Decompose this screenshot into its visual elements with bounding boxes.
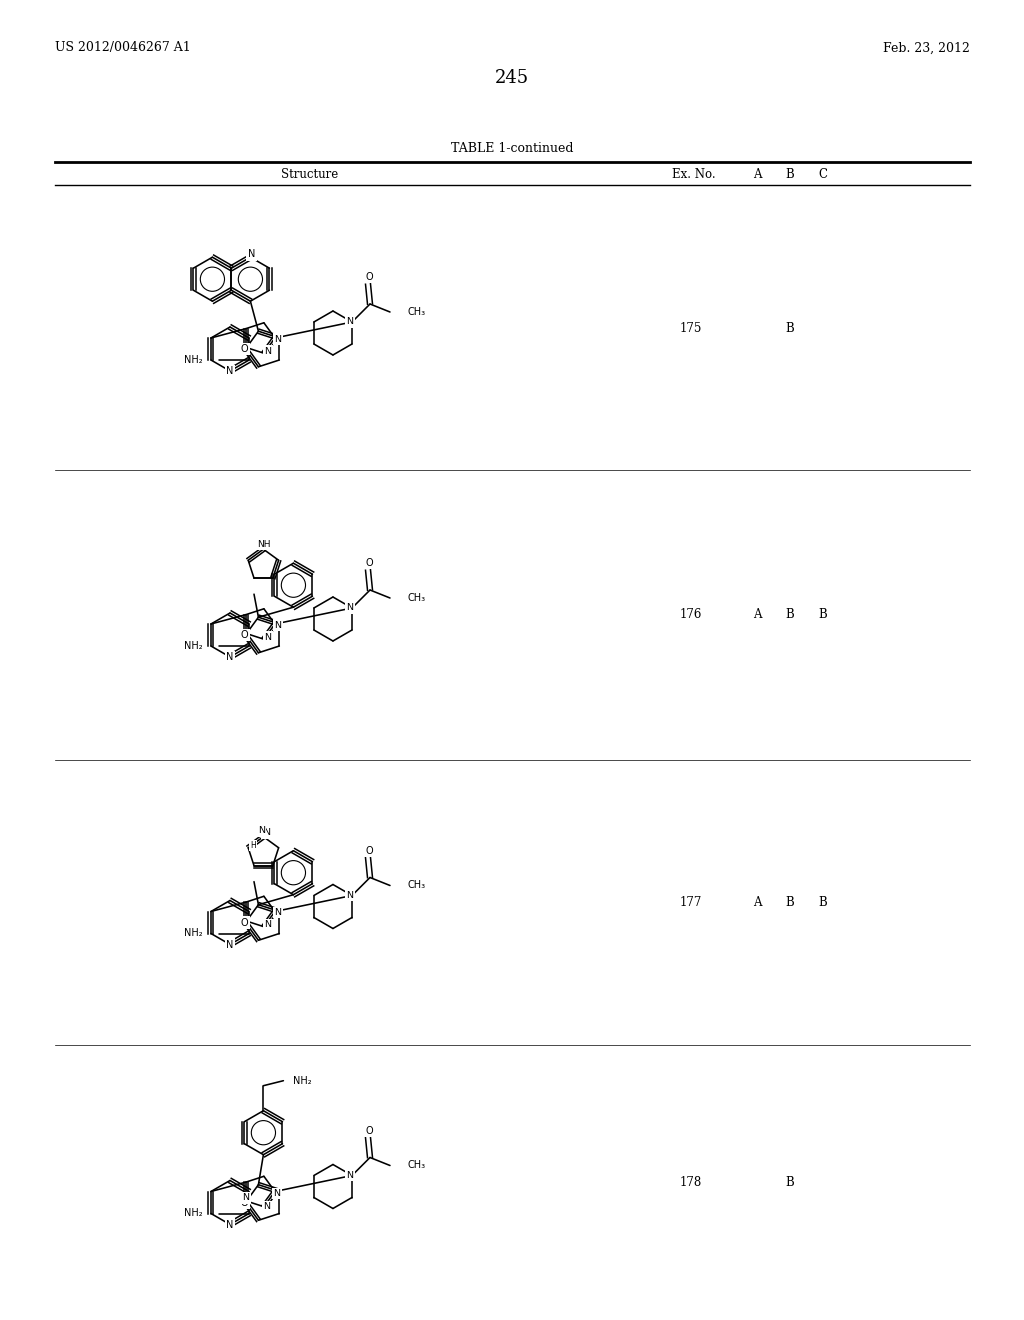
Text: CH₃: CH₃ xyxy=(408,1160,426,1171)
Text: N: N xyxy=(346,891,353,900)
Text: NH₂: NH₂ xyxy=(184,1209,203,1218)
Text: TABLE 1-continued: TABLE 1-continued xyxy=(451,141,573,154)
Text: N: N xyxy=(273,1189,281,1199)
Text: Ex. No.: Ex. No. xyxy=(672,169,716,181)
Text: N: N xyxy=(226,366,233,376)
Text: H: H xyxy=(250,841,256,850)
Text: CH₃: CH₃ xyxy=(408,593,426,603)
Text: N: N xyxy=(264,347,271,355)
Text: N: N xyxy=(346,603,353,612)
Text: NH₂: NH₂ xyxy=(294,1076,312,1086)
Text: N: N xyxy=(248,249,255,259)
Text: N: N xyxy=(346,318,353,326)
Text: US 2012/0046267 A1: US 2012/0046267 A1 xyxy=(55,41,190,54)
Text: O: O xyxy=(241,630,248,640)
Text: O: O xyxy=(366,1126,373,1135)
Text: N: N xyxy=(274,334,282,343)
Text: O: O xyxy=(241,1197,248,1208)
Text: N: N xyxy=(226,1220,233,1229)
Text: NH₂: NH₂ xyxy=(184,928,203,939)
Text: 175: 175 xyxy=(680,322,702,335)
Text: C: C xyxy=(818,169,827,181)
Text: NH₂: NH₂ xyxy=(184,355,203,366)
Text: O: O xyxy=(241,345,248,354)
Text: B: B xyxy=(785,1176,795,1189)
Text: N: N xyxy=(263,828,270,837)
Text: B: B xyxy=(785,169,795,181)
Text: O: O xyxy=(366,272,373,282)
Text: A: A xyxy=(753,609,761,622)
Text: N: N xyxy=(258,826,265,836)
Text: CH₃: CH₃ xyxy=(408,880,426,891)
Text: 245: 245 xyxy=(495,69,529,87)
Text: N: N xyxy=(243,1193,250,1203)
Text: Structure: Structure xyxy=(282,169,339,181)
Text: B: B xyxy=(818,896,827,909)
Text: N: N xyxy=(274,908,282,917)
Text: N: N xyxy=(226,940,233,949)
Text: B: B xyxy=(785,609,795,622)
Text: O: O xyxy=(366,846,373,855)
Text: 176: 176 xyxy=(680,609,702,622)
Text: N: N xyxy=(274,620,282,630)
Text: B: B xyxy=(818,609,827,622)
Text: 178: 178 xyxy=(680,1176,702,1189)
Text: N: N xyxy=(263,1203,270,1212)
Text: O: O xyxy=(241,917,248,928)
Text: O: O xyxy=(366,558,373,568)
Text: Feb. 23, 2012: Feb. 23, 2012 xyxy=(883,41,970,54)
Text: A: A xyxy=(753,896,761,909)
Text: N: N xyxy=(264,632,271,642)
Text: N: N xyxy=(346,1171,353,1180)
Text: NH: NH xyxy=(257,540,270,549)
Text: A: A xyxy=(753,169,761,181)
Text: CH₃: CH₃ xyxy=(408,308,426,317)
Text: N: N xyxy=(264,920,271,929)
Text: NH₂: NH₂ xyxy=(184,642,203,651)
Text: N: N xyxy=(226,652,233,663)
Text: B: B xyxy=(785,896,795,909)
Text: 177: 177 xyxy=(680,896,702,909)
Text: B: B xyxy=(785,322,795,335)
